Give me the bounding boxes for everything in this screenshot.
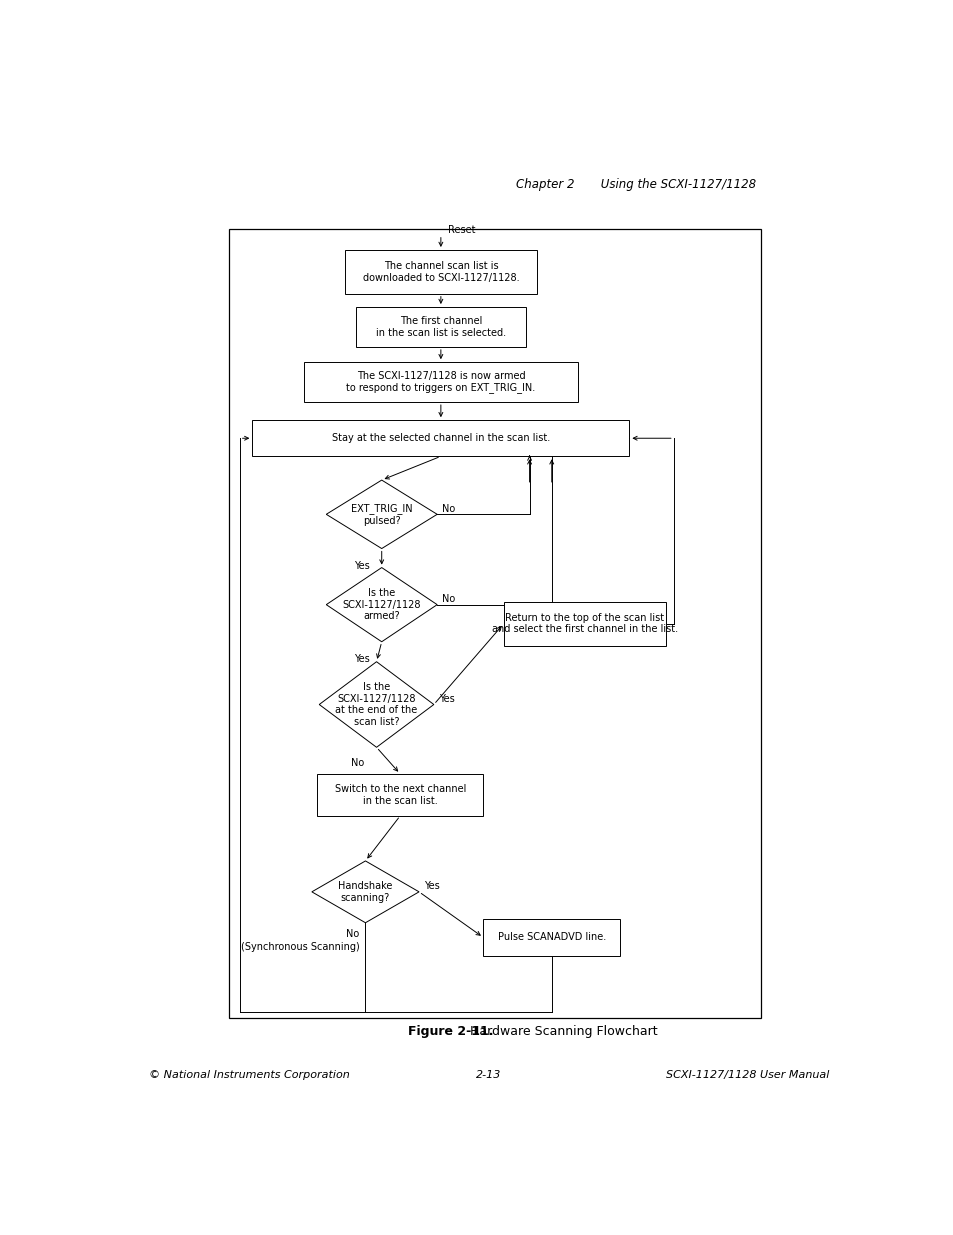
Text: The channel scan list is
downloaded to SCXI-1127/1128.: The channel scan list is downloaded to S… bbox=[362, 261, 518, 283]
Text: SCXI-1127/1128 User Manual: SCXI-1127/1128 User Manual bbox=[665, 1071, 828, 1081]
Text: Pulse SCANADVD line.: Pulse SCANADVD line. bbox=[497, 932, 605, 942]
Text: No: No bbox=[351, 757, 364, 767]
Text: EXT_TRIG_IN
pulsed?: EXT_TRIG_IN pulsed? bbox=[351, 503, 412, 526]
Text: © National Instruments Corporation: © National Instruments Corporation bbox=[149, 1071, 349, 1081]
Text: Yes: Yes bbox=[438, 694, 455, 704]
Text: No: No bbox=[442, 594, 456, 604]
Text: Chapter 2       Using the SCXI-1127/1128: Chapter 2 Using the SCXI-1127/1128 bbox=[516, 178, 756, 191]
Text: (Synchronous Scanning): (Synchronous Scanning) bbox=[240, 942, 359, 952]
Text: Stay at the selected channel in the scan list.: Stay at the selected channel in the scan… bbox=[332, 433, 550, 443]
Text: Switch to the next channel
in the scan list.: Switch to the next channel in the scan l… bbox=[335, 784, 465, 805]
Polygon shape bbox=[319, 662, 434, 747]
Text: 2-13: 2-13 bbox=[476, 1071, 501, 1081]
FancyBboxPatch shape bbox=[344, 249, 537, 294]
Polygon shape bbox=[326, 480, 436, 548]
Text: Is the
SCXI-1127/1128
armed?: Is the SCXI-1127/1128 armed? bbox=[342, 588, 420, 621]
Text: Reset: Reset bbox=[448, 225, 476, 235]
Text: Yes: Yes bbox=[354, 561, 370, 571]
Text: Is the
SCXI-1127/1128
at the end of the
scan list?: Is the SCXI-1127/1128 at the end of the … bbox=[335, 682, 417, 727]
Polygon shape bbox=[312, 861, 418, 923]
Text: Hardware Scanning Flowchart: Hardware Scanning Flowchart bbox=[457, 1025, 657, 1039]
Text: The first channel
in the scan list is selected.: The first channel in the scan list is se… bbox=[375, 316, 505, 338]
Text: The SCXI-1127/1128 is now armed
to respond to triggers on EXT_TRIG_IN.: The SCXI-1127/1128 is now armed to respo… bbox=[346, 370, 535, 394]
FancyBboxPatch shape bbox=[355, 308, 525, 347]
FancyBboxPatch shape bbox=[503, 601, 665, 646]
Text: Yes: Yes bbox=[354, 653, 370, 664]
Text: No: No bbox=[442, 504, 456, 514]
FancyBboxPatch shape bbox=[304, 362, 577, 403]
FancyBboxPatch shape bbox=[252, 420, 629, 456]
Text: Yes: Yes bbox=[424, 881, 439, 892]
Text: Figure 2-11.: Figure 2-11. bbox=[407, 1025, 493, 1039]
FancyBboxPatch shape bbox=[316, 774, 483, 816]
FancyBboxPatch shape bbox=[229, 228, 760, 1019]
Text: No: No bbox=[346, 929, 359, 939]
Polygon shape bbox=[326, 568, 436, 642]
Text: Handshake
scanning?: Handshake scanning? bbox=[338, 881, 393, 903]
Text: Return to the top of the scan list
and select the first channel in the list.: Return to the top of the scan list and s… bbox=[492, 613, 678, 635]
FancyBboxPatch shape bbox=[483, 919, 619, 956]
